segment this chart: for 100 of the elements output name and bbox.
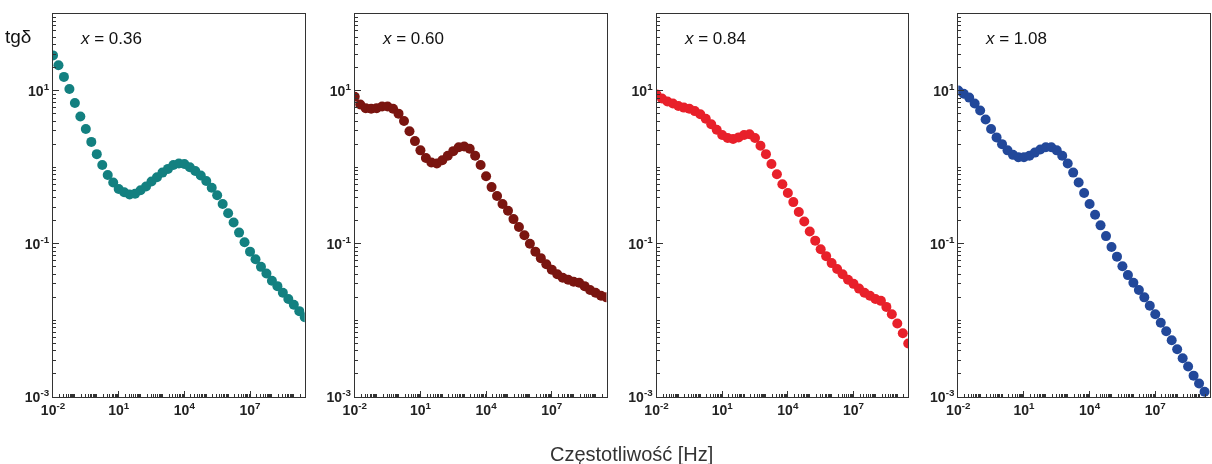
point (997, 139, 1008, 150)
annotation: x = 0.60 (382, 29, 444, 48)
point (250, 254, 261, 265)
point (881, 301, 892, 312)
point (788, 197, 799, 208)
point (524, 238, 535, 249)
x-tick-label: 10$^{7}$ (843, 400, 865, 418)
point (519, 230, 530, 241)
point (771, 169, 782, 180)
point (1084, 199, 1095, 210)
point (53, 60, 64, 71)
point (760, 149, 771, 160)
x-tick-label: 10$^{1}$ (1013, 400, 1035, 418)
point (481, 171, 492, 182)
point (535, 253, 546, 264)
point (1183, 361, 1194, 372)
point (75, 111, 86, 122)
point (1111, 251, 1122, 262)
point (964, 92, 975, 103)
point (1199, 386, 1210, 397)
x-tick-label: 10$^{7}$ (541, 400, 563, 418)
point (810, 235, 821, 246)
annotation: x = 0.84 (684, 29, 746, 48)
point (1073, 177, 1084, 188)
point (1128, 277, 1139, 288)
point (782, 188, 793, 199)
point (1188, 370, 1199, 381)
point (975, 105, 986, 116)
point (239, 237, 250, 248)
point (206, 182, 217, 193)
point (1057, 150, 1068, 161)
point (108, 177, 119, 188)
point (1106, 241, 1117, 252)
x-tick-label: 10$^{4}$ (173, 400, 196, 418)
point (980, 114, 991, 125)
point (261, 268, 272, 279)
point (815, 244, 826, 255)
point (80, 123, 91, 134)
y-tick-label: 10$^{1}$ (329, 80, 352, 99)
annotation: x = 0.36 (80, 29, 142, 48)
y-tick-label: 10$^{-1}$ (326, 233, 352, 252)
point (799, 216, 810, 227)
x-tick-label: 10$^{4}$ (475, 400, 498, 418)
point (272, 281, 283, 292)
point (750, 133, 761, 144)
point (255, 261, 266, 272)
point (1117, 261, 1128, 272)
point (804, 226, 815, 237)
point (288, 299, 299, 310)
x-tick-label: 10$^{1}$ (409, 400, 432, 418)
y-tick-label: 10$^{1}$ (933, 80, 955, 99)
point (1194, 378, 1205, 389)
point (1166, 335, 1177, 346)
point (217, 199, 228, 210)
y-tick-label: 10$^{1}$ (631, 80, 654, 99)
x-tick-label: 10$^{4}$ (1079, 400, 1101, 418)
point (97, 159, 108, 170)
point (69, 97, 80, 108)
point (464, 143, 475, 154)
point (86, 136, 97, 147)
point (91, 149, 102, 160)
point (1139, 292, 1150, 303)
point (399, 116, 410, 127)
point (234, 227, 245, 238)
point (1090, 209, 1101, 220)
point (766, 159, 777, 170)
y-axis-title: tgδ (5, 26, 32, 47)
point (1068, 167, 1079, 178)
point (228, 217, 239, 228)
point (245, 246, 256, 257)
point (1155, 317, 1166, 328)
point (1062, 158, 1073, 169)
point (892, 318, 903, 329)
point (1095, 220, 1106, 231)
point (404, 126, 415, 137)
x-tick-label: 10$^{7}$ (239, 400, 262, 418)
point (277, 287, 288, 298)
point (1101, 231, 1112, 242)
point (492, 191, 503, 202)
point (1133, 284, 1144, 295)
point (64, 83, 75, 94)
point (1122, 270, 1133, 281)
point (508, 214, 519, 225)
y-tick-label: 10$^{-1}$ (24, 233, 50, 252)
point (1172, 344, 1183, 355)
point (1144, 300, 1155, 311)
point (1150, 309, 1161, 320)
point (969, 98, 980, 109)
y-tick-label: 10$^{-1}$ (628, 233, 654, 252)
x-tick-label: 10$^{7}$ (1144, 400, 1167, 418)
point (470, 150, 481, 161)
point (223, 208, 234, 219)
point (212, 190, 223, 201)
point (415, 145, 426, 156)
point (502, 205, 513, 216)
y-tick-label: 10$^{1}$ (28, 80, 50, 99)
x-tick-label: 10$^{1}$ (711, 400, 734, 418)
point (777, 179, 788, 190)
point (409, 136, 420, 147)
point (793, 207, 804, 218)
